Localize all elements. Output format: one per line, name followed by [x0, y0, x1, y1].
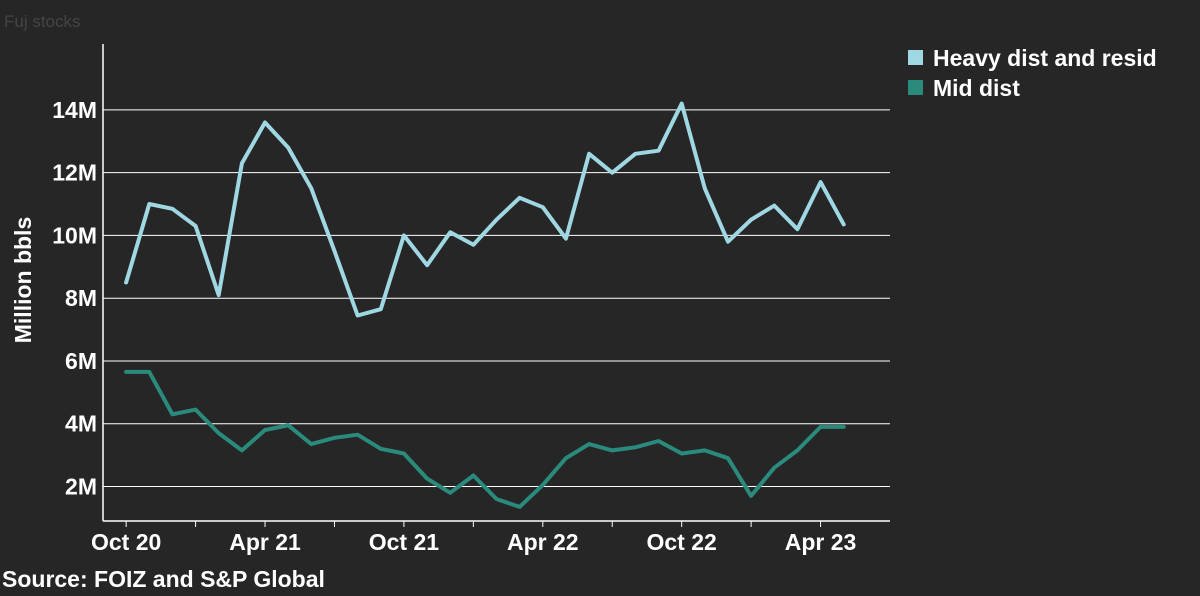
legend-label-heavy: Heavy dist and resid [933, 45, 1157, 71]
y-tick-label: 6M [65, 348, 97, 374]
x-tick-label: Oct 22 [647, 529, 717, 555]
legend-label-mid: Mid dist [933, 75, 1020, 101]
legend-swatch-mid [908, 80, 923, 95]
y-tick-label: 2M [65, 473, 97, 499]
legend-swatch-heavy [908, 50, 923, 65]
y-tick-label: 4M [65, 411, 97, 437]
x-tick-label: Oct 21 [369, 529, 440, 555]
series-line-mid [124, 369, 846, 509]
x-tick-label: Oct 20 [91, 529, 161, 555]
series-line-heavy [124, 101, 846, 318]
x-tick-label: Apr 22 [507, 529, 579, 555]
source-note: Source: FOIZ and S&P Global [2, 566, 325, 592]
y-tick-label: 10M [52, 222, 97, 248]
y-tick-label: 14M [52, 97, 97, 123]
x-tick-labels: Oct 20 Apr 21 Oct 21 Apr 22 Oct 22 Apr 23 [91, 521, 856, 555]
y-tick-label: 8M [65, 285, 97, 311]
chart-title: Fuj stocks [4, 12, 81, 31]
series-lines [124, 101, 846, 509]
y-axis-title: Million bbls [10, 217, 36, 344]
x-tick-label: Apr 23 [785, 529, 857, 555]
y-tick-labels: 2M 4M 6M 8M 10M 12M 14M [52, 97, 97, 500]
x-tick-label: Apr 21 [229, 529, 301, 555]
grid-lines [103, 109, 890, 487]
legend: Heavy dist and resid Mid dist [908, 45, 1157, 101]
y-tick-label: 12M [52, 160, 97, 186]
